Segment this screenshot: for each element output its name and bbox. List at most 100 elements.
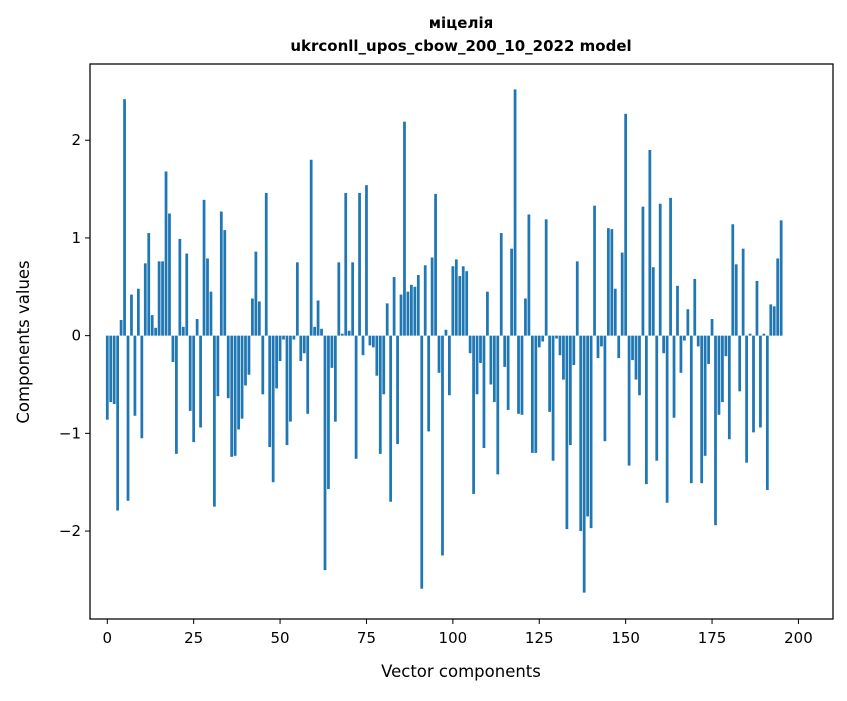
- bar: [206, 258, 209, 336]
- bar: [181, 326, 185, 336]
- bar: [185, 253, 189, 336]
- chart-title: міцелія: [429, 14, 493, 32]
- y-tick-label: 2: [71, 131, 81, 149]
- bar: [731, 224, 735, 336]
- bar: [382, 335, 386, 395]
- bar: [226, 335, 230, 399]
- bar: [333, 335, 337, 422]
- bar: [776, 258, 780, 336]
- bar: [392, 277, 396, 336]
- x-tick-label: 25: [184, 629, 203, 647]
- bar: [665, 335, 669, 503]
- bar: [600, 335, 603, 347]
- bar: [157, 261, 161, 336]
- bar: [171, 335, 175, 363]
- y-tick-label: 0: [71, 327, 81, 345]
- bar: [548, 335, 551, 412]
- bar: [655, 335, 659, 461]
- bar: [313, 326, 317, 336]
- bar: [147, 233, 151, 336]
- bar: [441, 335, 444, 556]
- bar: [510, 248, 513, 336]
- bar: [454, 259, 458, 336]
- bar: [562, 335, 565, 380]
- bar: [524, 298, 527, 336]
- bar: [610, 229, 614, 336]
- bar: [479, 335, 482, 363]
- bar: [527, 214, 531, 336]
- bar: [306, 335, 310, 414]
- x-tick-label: 125: [525, 629, 554, 647]
- bar: [541, 335, 545, 342]
- bar: [354, 335, 358, 459]
- bar: [603, 335, 607, 442]
- bar: [624, 113, 628, 336]
- bar: [430, 257, 434, 336]
- bar: [589, 335, 593, 529]
- bar: [233, 335, 237, 456]
- bar: [154, 327, 158, 336]
- bar: [347, 330, 351, 336]
- bar: [282, 335, 285, 340]
- bar: [582, 335, 586, 593]
- bar: [109, 335, 113, 403]
- bar: [755, 280, 759, 336]
- bar: [188, 335, 192, 411]
- bar: [745, 335, 748, 463]
- bar: [772, 306, 776, 336]
- bar: [413, 286, 417, 336]
- bar: [465, 271, 469, 336]
- bar: [126, 335, 130, 501]
- bar: [714, 335, 717, 526]
- bar: [558, 335, 562, 356]
- bar: [330, 335, 334, 368]
- bar: [385, 303, 389, 336]
- bar: [237, 335, 240, 430]
- bar: [517, 335, 520, 414]
- chart-subtitle: ukrconll_upos_cbow_200_10_2022 model: [290, 37, 631, 55]
- bar: [555, 335, 558, 339]
- bar: [219, 211, 223, 336]
- bar: [575, 261, 579, 336]
- bar: [261, 335, 265, 395]
- bar: [620, 252, 624, 336]
- bar: [606, 228, 610, 336]
- bar: [468, 335, 472, 354]
- bar: [199, 335, 202, 428]
- bar: [444, 329, 448, 336]
- bar: [779, 220, 783, 336]
- bar: [551, 335, 555, 461]
- bar: [230, 335, 234, 457]
- x-tick-label: 200: [784, 629, 813, 647]
- bar: [351, 262, 355, 336]
- bar: [247, 335, 251, 375]
- bar: [361, 335, 365, 356]
- bar: [119, 320, 123, 336]
- bar: [389, 335, 393, 502]
- bar: [164, 171, 168, 336]
- bar: [724, 335, 728, 357]
- bar: [123, 99, 126, 336]
- bar: [748, 333, 752, 336]
- bar: [244, 335, 247, 386]
- bar: [727, 335, 731, 440]
- bar: [627, 335, 631, 466]
- bar: [320, 328, 323, 336]
- bar: [696, 335, 700, 347]
- bar: [658, 203, 662, 336]
- bar: [406, 291, 410, 336]
- bar: [299, 335, 303, 362]
- bar: [396, 335, 399, 445]
- bar: [451, 266, 455, 336]
- bar: [278, 335, 282, 362]
- bar: [738, 335, 742, 392]
- bar: [161, 261, 164, 336]
- plot-frame: [89, 63, 834, 620]
- bar: [371, 335, 375, 348]
- bar: [254, 251, 258, 336]
- bar: [617, 335, 621, 359]
- bar: [544, 219, 548, 336]
- bar: [416, 275, 420, 336]
- bar: [631, 335, 634, 361]
